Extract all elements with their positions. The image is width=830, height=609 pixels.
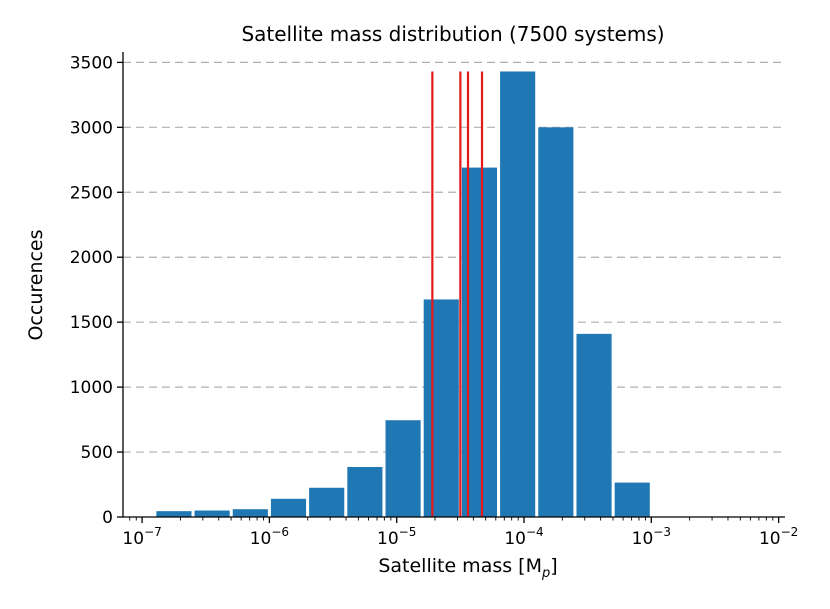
histogram-bar [270, 498, 307, 517]
y-tick-label: 3500 [70, 53, 113, 73]
y-axis-ticks: 0 500 1000 1500 2000 2500 3000 3500 [70, 53, 123, 528]
reference-lines [431, 71, 484, 517]
y-tick-label: 500 [81, 443, 113, 463]
histogram-bar [347, 466, 383, 517]
chart-title: Satellite mass distribution (7500 system… [241, 22, 664, 46]
x-tick-label: 10−3 [632, 525, 671, 549]
bars [156, 71, 650, 517]
x-tick-label: 10−5 [377, 525, 416, 549]
x-tick-label: 10−6 [250, 525, 289, 549]
y-tick-label: 0 [102, 508, 113, 528]
x-axis-label: Satellite mass [Mp] [378, 555, 557, 581]
histogram-bar [538, 127, 574, 517]
x-axis-label-subscript: p [541, 566, 550, 581]
histogram-bar [309, 487, 345, 517]
histogram-bar [232, 509, 268, 517]
x-tick-label: 10−7 [122, 525, 161, 549]
histogram-bar [500, 71, 536, 517]
y-axis-label: Occurences [25, 229, 47, 340]
y-tick-label: 2500 [70, 183, 113, 203]
histogram-bar [194, 510, 230, 517]
x-tick-label: 10−2 [759, 525, 798, 549]
histogram-bar [423, 299, 459, 517]
histogram-bar [614, 482, 650, 517]
y-tick-label: 2000 [70, 248, 113, 268]
y-tick-label: 3000 [70, 118, 113, 138]
x-axis-label-main: Satellite mass [M [378, 555, 542, 577]
histogram-bar [156, 511, 192, 517]
x-axis-ticks: 10−7 10−6 10−5 10−4 10−3 10−2 [122, 517, 798, 549]
histogram-bar [576, 333, 612, 517]
histogram-bar [385, 420, 421, 517]
y-tick-label: 1500 [70, 313, 113, 333]
x-axis-label-close: ] [550, 555, 557, 577]
y-tick-label: 1000 [70, 378, 113, 398]
x-tick-label: 10−4 [504, 525, 543, 549]
